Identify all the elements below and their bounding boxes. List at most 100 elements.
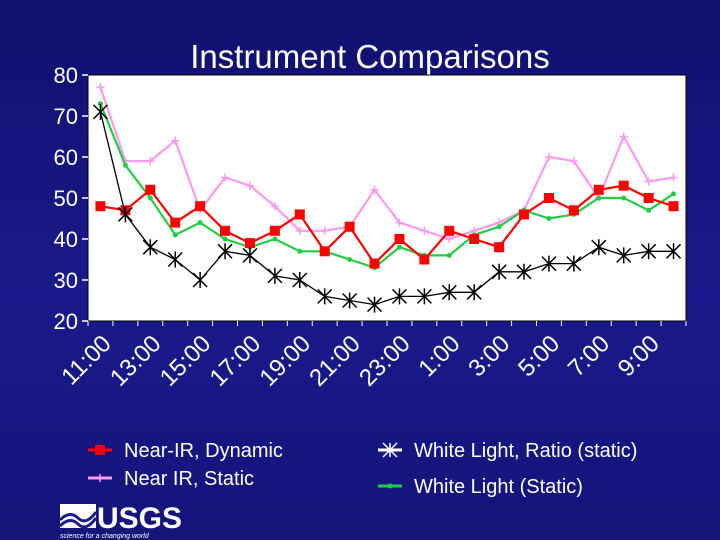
data-point [122, 162, 128, 168]
data-point [416, 288, 432, 305]
data-point [519, 209, 530, 220]
y-tick-label: 30 [54, 268, 78, 293]
data-point [172, 232, 178, 238]
data-point [245, 181, 254, 190]
legend-item: White Light, Ratio (static) [378, 440, 637, 462]
data-point [97, 101, 103, 107]
x-tick-label: 19:00 [254, 330, 316, 392]
data-point [220, 225, 231, 236]
data-point [221, 173, 230, 182]
data-point [394, 234, 405, 244]
x-tick-label: 21:00 [304, 330, 366, 392]
data-point [591, 239, 607, 256]
data-point [369, 258, 380, 269]
legend-label: Near-IR, Dynamic [124, 440, 283, 462]
usgs-logo: USGS science for a changing world [58, 502, 182, 540]
data-point [344, 221, 355, 232]
data-point [446, 252, 452, 258]
legend-label: White Light, Ratio (static) [414, 440, 637, 462]
data-point [395, 218, 404, 227]
series-layer [92, 83, 682, 313]
data-point [641, 243, 657, 260]
data-point [342, 292, 358, 309]
data-point [197, 220, 203, 226]
data-point [391, 288, 407, 305]
legend-item: White Light (Static) [378, 476, 583, 498]
data-point [96, 83, 105, 92]
data-point [95, 201, 106, 212]
data-point [142, 239, 158, 256]
data-point [217, 243, 233, 260]
x-tick-label: 15:00 [155, 330, 217, 392]
x-tick-label: 11:00 [56, 330, 116, 390]
data-point [541, 255, 557, 272]
data-point [569, 157, 578, 166]
data-point [195, 201, 206, 212]
data-point [92, 103, 108, 120]
data-point [272, 236, 278, 242]
x-axis-ticks: 11:0013:0015:0017:0019:0021:0023:001:003… [56, 321, 687, 392]
data-point [419, 254, 430, 265]
data-point [469, 234, 480, 244]
data-point [396, 244, 402, 250]
data-point [566, 255, 582, 272]
data-point [170, 217, 181, 228]
data-point [445, 235, 454, 243]
data-point [544, 153, 553, 161]
data-point [543, 193, 554, 203]
data-point [270, 202, 279, 211]
data-point [294, 209, 305, 220]
data-point [643, 193, 654, 203]
data-point [319, 246, 330, 257]
x-tick-label: 13:00 [105, 330, 167, 392]
x-tick-label: 3:00 [463, 330, 515, 382]
data-point [669, 173, 678, 182]
series-white-light-ratio-static- [92, 103, 682, 313]
data-point [568, 205, 579, 216]
data-point [269, 225, 280, 236]
data-point [117, 206, 133, 223]
series-line [99, 86, 674, 241]
y-tick-label: 80 [54, 63, 78, 88]
data-point [666, 243, 682, 260]
data-point [242, 247, 258, 264]
x-tick-label: 17:00 [205, 330, 267, 392]
data-point [295, 226, 304, 235]
data-point [668, 201, 679, 212]
data-point [491, 263, 507, 280]
data-point [167, 251, 183, 268]
data-point [192, 272, 208, 288]
data-point [267, 267, 283, 284]
data-point [621, 195, 627, 201]
data-point [347, 257, 353, 262]
data-point [317, 288, 333, 305]
data-point [516, 263, 532, 280]
data-point [244, 238, 255, 249]
usgs-logo-tagline: science for a changing world [60, 533, 150, 540]
data-point [222, 236, 228, 242]
usgs-logo-text: USGS [97, 502, 182, 535]
y-tick-label: 70 [54, 104, 78, 129]
chart-title: Instrument Comparisons [190, 38, 549, 75]
data-point [387, 483, 393, 489]
data-point [441, 284, 457, 301]
legend-item: Near IR, Static [88, 468, 254, 490]
y-tick-label: 60 [54, 145, 78, 170]
data-point [596, 195, 602, 201]
data-point [370, 185, 379, 194]
data-point [367, 296, 383, 313]
legend-label: Near IR, Static [124, 468, 254, 490]
data-point [420, 226, 429, 235]
data-point [546, 216, 552, 221]
legend-item: Near-IR, Dynamic [88, 440, 283, 462]
data-point [292, 272, 308, 288]
data-point [297, 248, 303, 254]
data-point [593, 184, 604, 195]
series-near-ir-dynamic [95, 180, 679, 269]
data-point [494, 242, 505, 253]
plot-area [87, 74, 687, 322]
data-point [147, 195, 153, 201]
x-tick-label: 9:00 [613, 330, 665, 382]
data-point [444, 225, 455, 236]
